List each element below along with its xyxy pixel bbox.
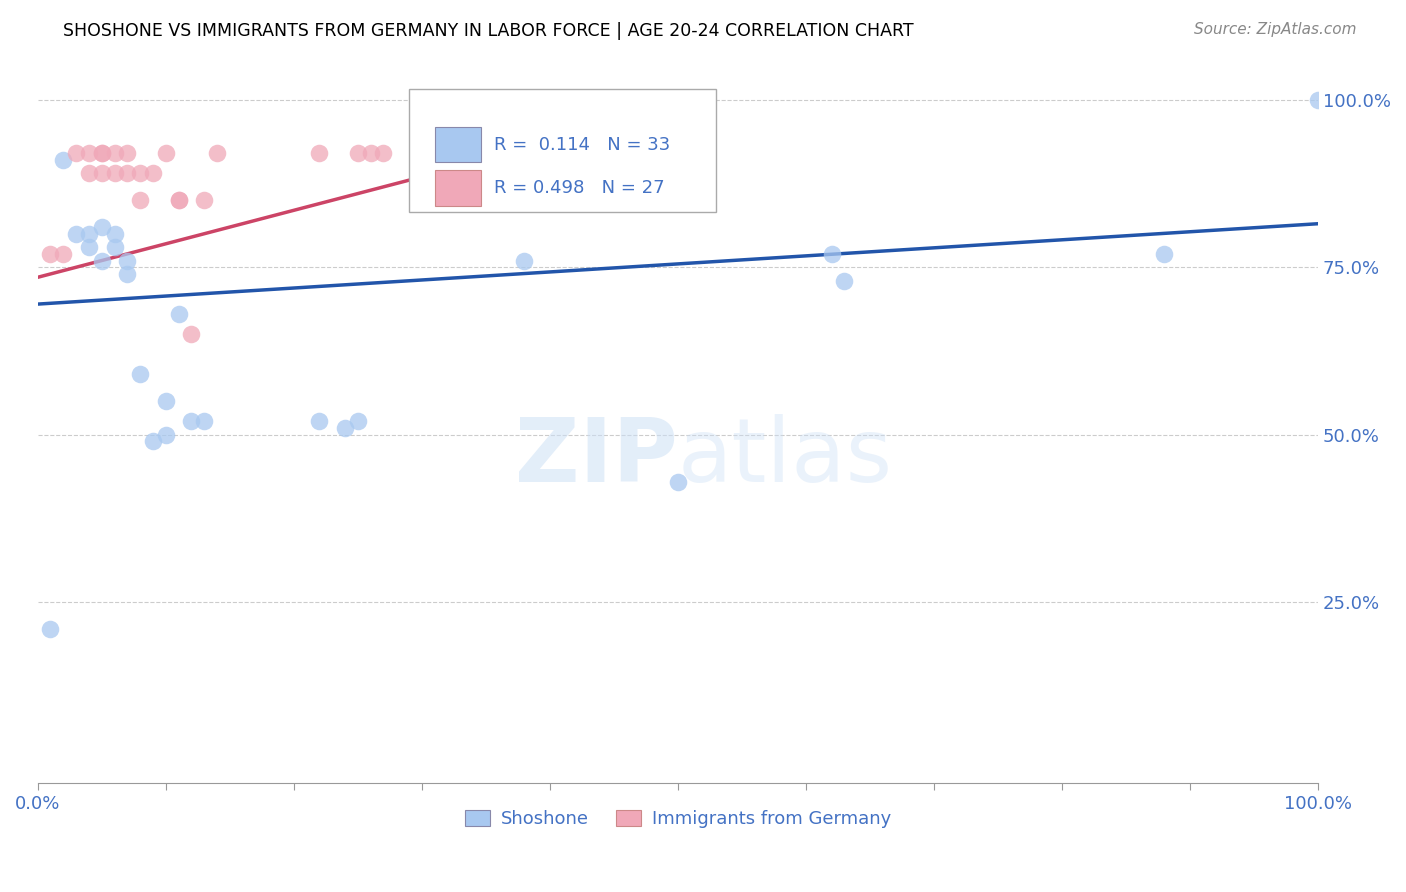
Point <box>103 240 125 254</box>
Text: R =  0.114   N = 33: R = 0.114 N = 33 <box>494 136 669 153</box>
Point <box>180 327 202 342</box>
Point <box>117 146 139 161</box>
Legend: Shoshone, Immigrants from Germany: Shoshone, Immigrants from Germany <box>457 803 898 836</box>
Point <box>167 194 190 208</box>
Point <box>77 240 100 254</box>
Point <box>65 227 87 241</box>
Point <box>103 166 125 180</box>
Point <box>52 153 75 167</box>
Text: SHOSHONE VS IMMIGRANTS FROM GERMANY IN LABOR FORCE | AGE 20-24 CORRELATION CHART: SHOSHONE VS IMMIGRANTS FROM GERMANY IN L… <box>63 22 914 40</box>
Point <box>142 166 165 180</box>
Point <box>39 247 62 261</box>
Point <box>513 146 536 161</box>
Point <box>155 146 177 161</box>
Point <box>834 274 856 288</box>
Text: ZIP: ZIP <box>515 414 678 501</box>
Point <box>360 146 382 161</box>
Point <box>117 253 139 268</box>
Point <box>346 414 368 428</box>
Point <box>155 394 177 409</box>
Point <box>77 146 100 161</box>
Point <box>52 247 75 261</box>
Point <box>90 220 112 235</box>
Text: R = 0.498   N = 27: R = 0.498 N = 27 <box>494 179 664 197</box>
Point <box>167 307 190 321</box>
Point <box>1308 93 1330 107</box>
Point <box>103 227 125 241</box>
Text: atlas: atlas <box>678 414 893 501</box>
Point <box>205 146 228 161</box>
Point <box>39 622 62 636</box>
Point <box>117 267 139 281</box>
Point <box>90 146 112 161</box>
Point <box>346 146 368 161</box>
Point <box>129 368 152 382</box>
Point <box>103 146 125 161</box>
Point <box>373 146 395 161</box>
Point <box>308 414 330 428</box>
Point <box>129 166 152 180</box>
Text: Source: ZipAtlas.com: Source: ZipAtlas.com <box>1194 22 1357 37</box>
Point <box>193 414 215 428</box>
Point <box>77 166 100 180</box>
Point <box>538 146 561 161</box>
Point <box>666 475 689 489</box>
Point <box>90 166 112 180</box>
Point <box>180 414 202 428</box>
Point <box>513 253 536 268</box>
FancyBboxPatch shape <box>434 127 481 162</box>
Point <box>90 146 112 161</box>
Point <box>167 194 190 208</box>
Point <box>820 247 842 261</box>
Point <box>155 427 177 442</box>
Point <box>1153 247 1175 261</box>
Point <box>142 434 165 449</box>
FancyBboxPatch shape <box>409 88 716 211</box>
Point <box>77 227 100 241</box>
Point <box>117 166 139 180</box>
FancyBboxPatch shape <box>434 170 481 206</box>
Point <box>193 194 215 208</box>
Point <box>90 253 112 268</box>
Point <box>333 421 356 435</box>
Point <box>308 146 330 161</box>
Point <box>65 146 87 161</box>
Point <box>129 194 152 208</box>
